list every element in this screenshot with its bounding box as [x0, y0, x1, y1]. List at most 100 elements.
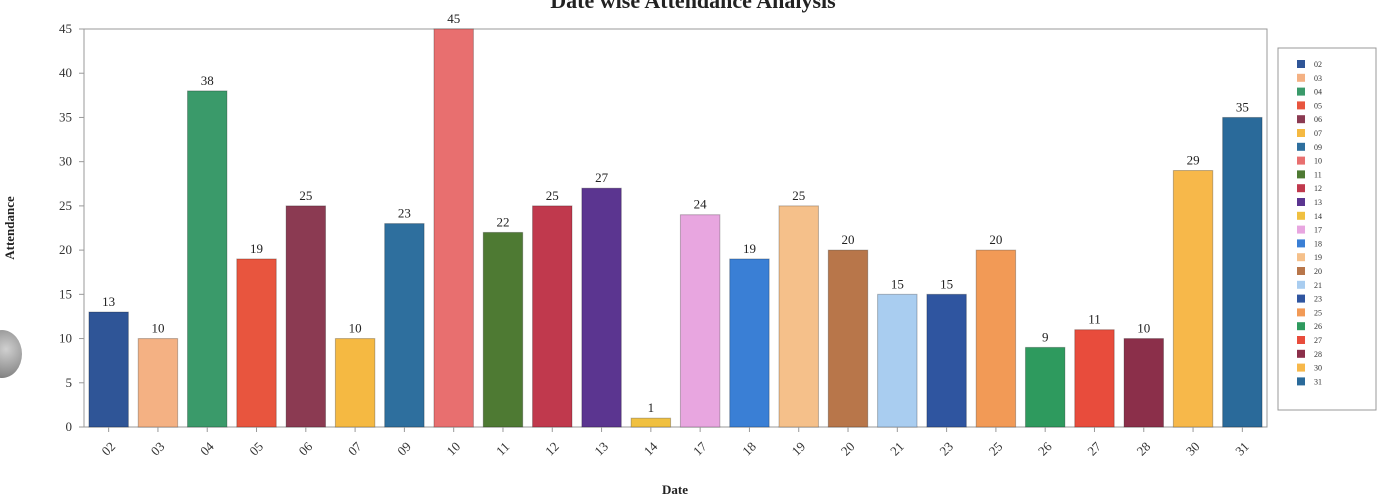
bar-28: [1123, 338, 1164, 428]
data-label-18: 19: [743, 241, 756, 256]
bar-10: [433, 28, 474, 428]
data-label-13: 27: [595, 170, 609, 185]
legend-swatch-21: [1297, 280, 1305, 289]
bar-05: [236, 258, 277, 428]
legend-label-12: 12: [1314, 184, 1322, 193]
data-label-21: 15: [891, 276, 904, 291]
x-tick-label-17: 17: [690, 438, 710, 458]
legend-swatch-25: [1297, 308, 1305, 317]
legend-swatch-17: [1297, 225, 1305, 234]
data-label-31: 35: [1236, 99, 1249, 114]
data-label-05: 19: [250, 241, 263, 256]
legend-label-25: 25: [1314, 308, 1322, 317]
data-label-03: 10: [151, 321, 164, 336]
x-tick-label-18: 18: [739, 439, 759, 459]
x-tick-label-28: 28: [1134, 439, 1154, 459]
bar-13: [581, 187, 622, 428]
legend-label-02: 02: [1314, 60, 1322, 69]
data-label-28: 10: [1137, 321, 1150, 336]
data-label-17: 24: [694, 197, 708, 212]
legend-label-19: 19: [1314, 253, 1322, 262]
legend-swatch-11: [1297, 170, 1305, 179]
x-tick-label-27: 27: [1084, 438, 1104, 458]
x-tick-label-07: 07: [345, 438, 365, 458]
legend-label-04: 04: [1314, 88, 1322, 97]
legend-swatch-12: [1297, 184, 1305, 193]
data-label-02: 13: [102, 294, 115, 309]
x-tick-label-19: 19: [788, 439, 808, 459]
x-axis: 02 03 04 05 06 07 09 10 11 12 13 14 17 18 19 20 21 23 25 26…: [98, 427, 1252, 459]
legend-label-06: 06: [1314, 115, 1322, 124]
data-labels: 13 10 38 19 25 10 23 45 22 25 27 1 24 19 25 20 15 15 20 9 11…: [102, 11, 1249, 415]
y-tick-label: 15: [59, 286, 72, 301]
x-tick-label-03: 03: [148, 439, 168, 459]
legend-swatch-27: [1297, 336, 1305, 344]
data-label-23: 15: [940, 276, 953, 291]
data-label-14: 1: [648, 400, 655, 415]
y-tick-label: 0: [66, 419, 73, 434]
legend-label-07: 07: [1314, 129, 1322, 138]
side-handle[interactable]: [0, 330, 22, 378]
legend-swatch-13: [1297, 198, 1305, 206]
bar-02: [88, 311, 129, 428]
bar-06: [285, 205, 327, 428]
y-tick-label: 5: [66, 375, 73, 390]
data-label-11: 22: [496, 214, 509, 229]
x-tick-label-30: 30: [1183, 439, 1203, 459]
legend-swatch-03: [1297, 73, 1305, 82]
bar-25: [975, 249, 1017, 428]
legend-label-17: 17: [1314, 226, 1322, 235]
y-tick-label: 45: [59, 21, 72, 36]
legend-swatch-02: [1297, 60, 1305, 68]
data-label-06: 25: [299, 188, 312, 203]
bars-group: [88, 28, 1263, 428]
legend-swatch-20: [1297, 267, 1305, 275]
data-label-30: 29: [1187, 153, 1200, 168]
legend-label-11: 11: [1314, 170, 1322, 179]
legend-label-05: 05: [1314, 101, 1322, 110]
bar-23: [926, 293, 967, 428]
x-tick-label-05: 05: [246, 439, 266, 459]
legend: 02 03 04 05 06 07 09 10 11 12 13 14 17 18 19 20 21 23 25 26…: [1297, 60, 1322, 386]
legend-swatch-18: [1297, 239, 1305, 248]
x-axis-title: Date: [662, 482, 688, 497]
bar-07: [334, 338, 376, 428]
x-tick-label-20: 20: [838, 439, 858, 459]
x-tick-label-23: 23: [936, 439, 956, 459]
y-tick-label: 30: [59, 154, 72, 169]
bar-04: [187, 90, 228, 428]
x-tick-label-21: 21: [887, 439, 907, 459]
legend-swatch-23: [1297, 294, 1305, 303]
legend-label-28: 28: [1314, 350, 1322, 359]
bar-21: [877, 293, 918, 428]
bar-30: [1172, 170, 1214, 428]
x-tick-label-14: 14: [641, 438, 661, 458]
data-label-26: 9: [1042, 329, 1049, 344]
legend-label-30: 30: [1314, 364, 1322, 373]
legend-swatch-31: [1297, 377, 1305, 386]
legend-label-20: 20: [1314, 267, 1322, 276]
legend-label-13: 13: [1314, 198, 1322, 207]
bar-09: [384, 223, 425, 428]
bar-26: [1024, 346, 1066, 428]
legend-swatch-06: [1297, 115, 1305, 124]
x-tick-label-11: 11: [493, 439, 512, 458]
legend-swatch-30: [1297, 363, 1305, 372]
y-tick-label: 25: [59, 198, 72, 213]
data-label-27: 11: [1088, 312, 1101, 327]
legend-label-26: 26: [1314, 322, 1322, 331]
legend-label-27: 27: [1314, 336, 1322, 345]
data-label-07: 10: [349, 321, 362, 336]
bar-20: [827, 249, 869, 428]
data-label-12: 25: [546, 188, 559, 203]
bar-11: [482, 231, 524, 428]
x-tick-label-12: 12: [542, 439, 562, 459]
legend-label-03: 03: [1314, 74, 1322, 83]
legend-box: [1277, 47, 1377, 411]
legend-label-09: 09: [1314, 143, 1322, 152]
legend-swatch-26: [1297, 322, 1305, 331]
legend-label-31: 31: [1314, 377, 1322, 386]
bar-03: [137, 338, 179, 428]
y-tick-label: 10: [59, 331, 72, 346]
x-tick-label-06: 06: [296, 438, 316, 458]
